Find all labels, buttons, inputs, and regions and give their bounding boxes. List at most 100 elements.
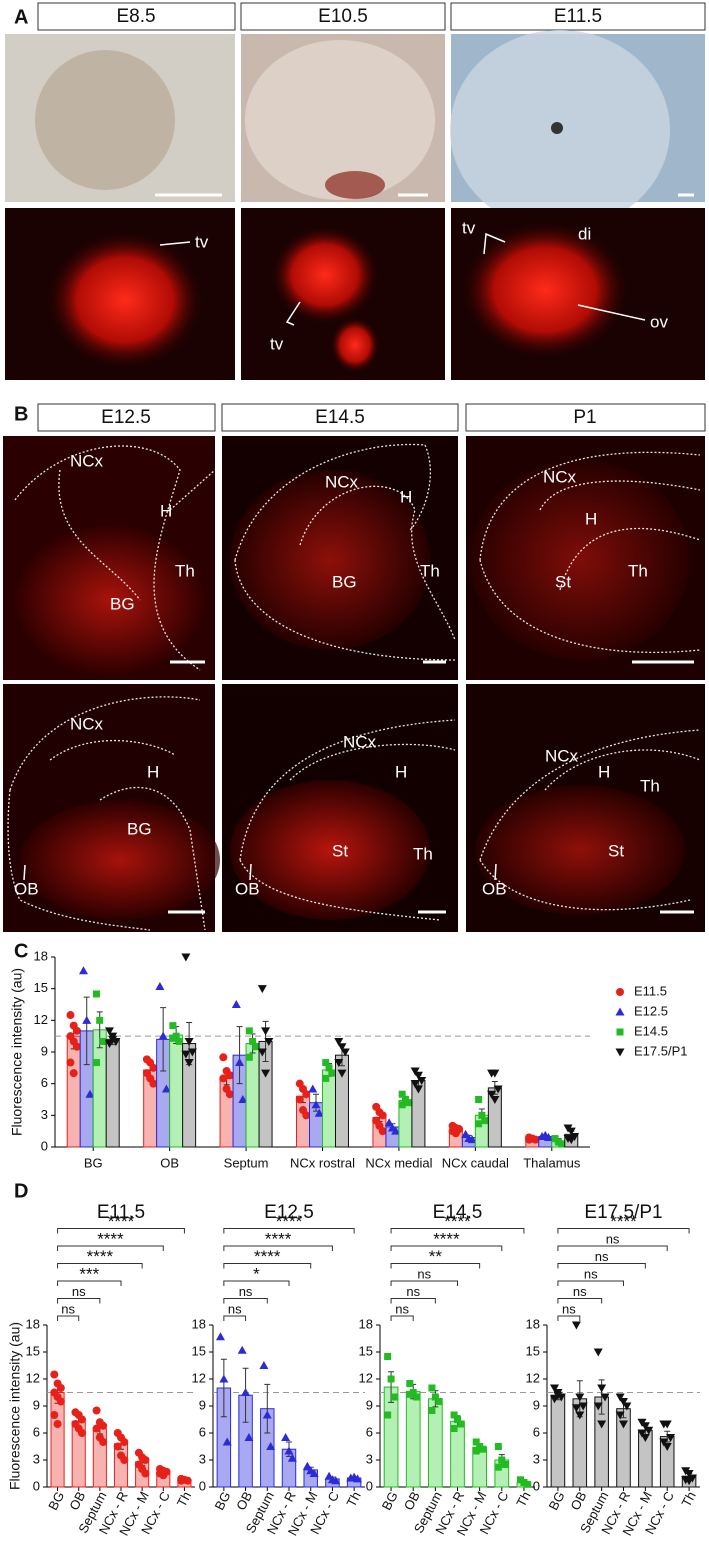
annotation: H — [160, 501, 172, 520]
significance-bracket — [557, 1315, 581, 1321]
data-point — [398, 1090, 406, 1098]
data-point — [225, 1071, 234, 1080]
data-point — [308, 1084, 318, 1093]
significance-bracket — [557, 1228, 690, 1234]
x-tick-label: Th — [174, 1489, 194, 1509]
bar — [405, 1391, 421, 1488]
y-tick-label: 9 — [199, 1397, 206, 1412]
signal — [330, 317, 380, 373]
data-point — [219, 1053, 228, 1062]
legend-marker — [615, 1007, 625, 1016]
data-point — [177, 1476, 186, 1485]
significance-label: **** — [444, 1212, 471, 1231]
x-tick-label: NCx medial — [365, 1155, 432, 1170]
data-point — [659, 1438, 669, 1447]
signal — [270, 225, 380, 325]
data-point — [184, 1059, 194, 1068]
data-point — [322, 1059, 330, 1067]
data-point — [231, 1000, 241, 1008]
data-point — [99, 1037, 107, 1045]
data-point — [571, 1404, 581, 1413]
data-point — [490, 1069, 500, 1078]
y-tick-label: 12 — [192, 1370, 206, 1385]
significance-bracket — [557, 1280, 624, 1286]
significance-bracket — [223, 1228, 355, 1234]
x-tick-label: BG — [45, 1489, 67, 1513]
annotation: H — [400, 487, 412, 506]
data-point — [457, 1420, 465, 1428]
data-point — [183, 1476, 192, 1485]
stage-box — [37, 2, 236, 31]
error-bar — [264, 1383, 271, 1434]
data-point — [187, 1048, 197, 1057]
data-point — [85, 1089, 95, 1098]
y-axis-label: Fluorescence intensity (au) — [9, 968, 25, 1136]
annotation: NCx — [70, 451, 104, 470]
y-tick-label: 6 — [33, 1424, 40, 1439]
data-point — [405, 1099, 413, 1107]
data-point — [92, 1059, 100, 1067]
outline — [234, 443, 456, 661]
y-tick-label: 6 — [533, 1424, 540, 1439]
data-point — [490, 1096, 500, 1104]
data-point — [169, 1022, 177, 1030]
data-point — [241, 1388, 251, 1396]
significance-label: ns — [72, 1284, 86, 1299]
y-tick-label: 12 — [359, 1370, 373, 1385]
pointer — [483, 232, 506, 255]
data-point — [66, 1011, 75, 1020]
data-point — [53, 1420, 62, 1428]
pointer — [159, 241, 191, 246]
annotation: H — [585, 509, 597, 528]
x-tick-label: OB — [401, 1489, 423, 1513]
data-point — [284, 1446, 294, 1455]
data-point — [413, 1085, 423, 1094]
legend-marker — [616, 988, 624, 996]
otic-vesicle — [551, 122, 563, 134]
x-tick-label: Th — [343, 1489, 363, 1509]
x-tick-label: NCx caudal — [442, 1155, 509, 1170]
bar — [113, 1443, 129, 1488]
data-point — [82, 1015, 92, 1024]
annotation: Th — [420, 561, 440, 580]
significance-bracket — [557, 1298, 603, 1304]
data-point — [328, 1069, 336, 1077]
annotation: Th — [175, 561, 195, 580]
x-tick-label: BG — [84, 1155, 103, 1170]
data-point — [295, 1095, 304, 1104]
significance-label: ns — [406, 1284, 420, 1299]
y-tick-label: 15 — [192, 1343, 206, 1358]
data-point — [113, 1442, 122, 1451]
data-point — [257, 985, 267, 994]
data-point — [155, 982, 165, 991]
data-point — [593, 1402, 603, 1411]
data-point — [56, 1397, 65, 1406]
significance-label: ns — [417, 1266, 431, 1281]
data-point — [467, 1135, 477, 1144]
data-point — [66, 1058, 75, 1067]
data-point — [331, 1476, 341, 1485]
y-tick-label: 12 — [526, 1370, 540, 1385]
chart-title: E11.5 — [97, 1202, 145, 1223]
data-point — [311, 1100, 321, 1109]
data-point — [637, 1429, 647, 1438]
data-point — [501, 1461, 509, 1468]
y-tick-label: 9 — [41, 1043, 48, 1058]
annotation: St — [555, 572, 571, 591]
data-point — [479, 1445, 487, 1453]
significance-label: ** — [429, 1247, 443, 1266]
stage-label: E8.5 — [116, 6, 155, 27]
y-tick-label: 6 — [41, 1075, 48, 1090]
data-point — [493, 1085, 503, 1094]
panel-letter: D — [14, 1180, 28, 1202]
outline — [7, 696, 206, 931]
stage-label: E12.5 — [101, 407, 151, 428]
pointer — [23, 864, 26, 881]
y-tick-label: 9 — [533, 1397, 540, 1412]
data-point — [578, 1402, 588, 1411]
significance-label: *** — [79, 1264, 99, 1283]
data-point — [238, 1095, 248, 1103]
annotation: BG — [110, 594, 135, 613]
data-point — [494, 1443, 502, 1450]
